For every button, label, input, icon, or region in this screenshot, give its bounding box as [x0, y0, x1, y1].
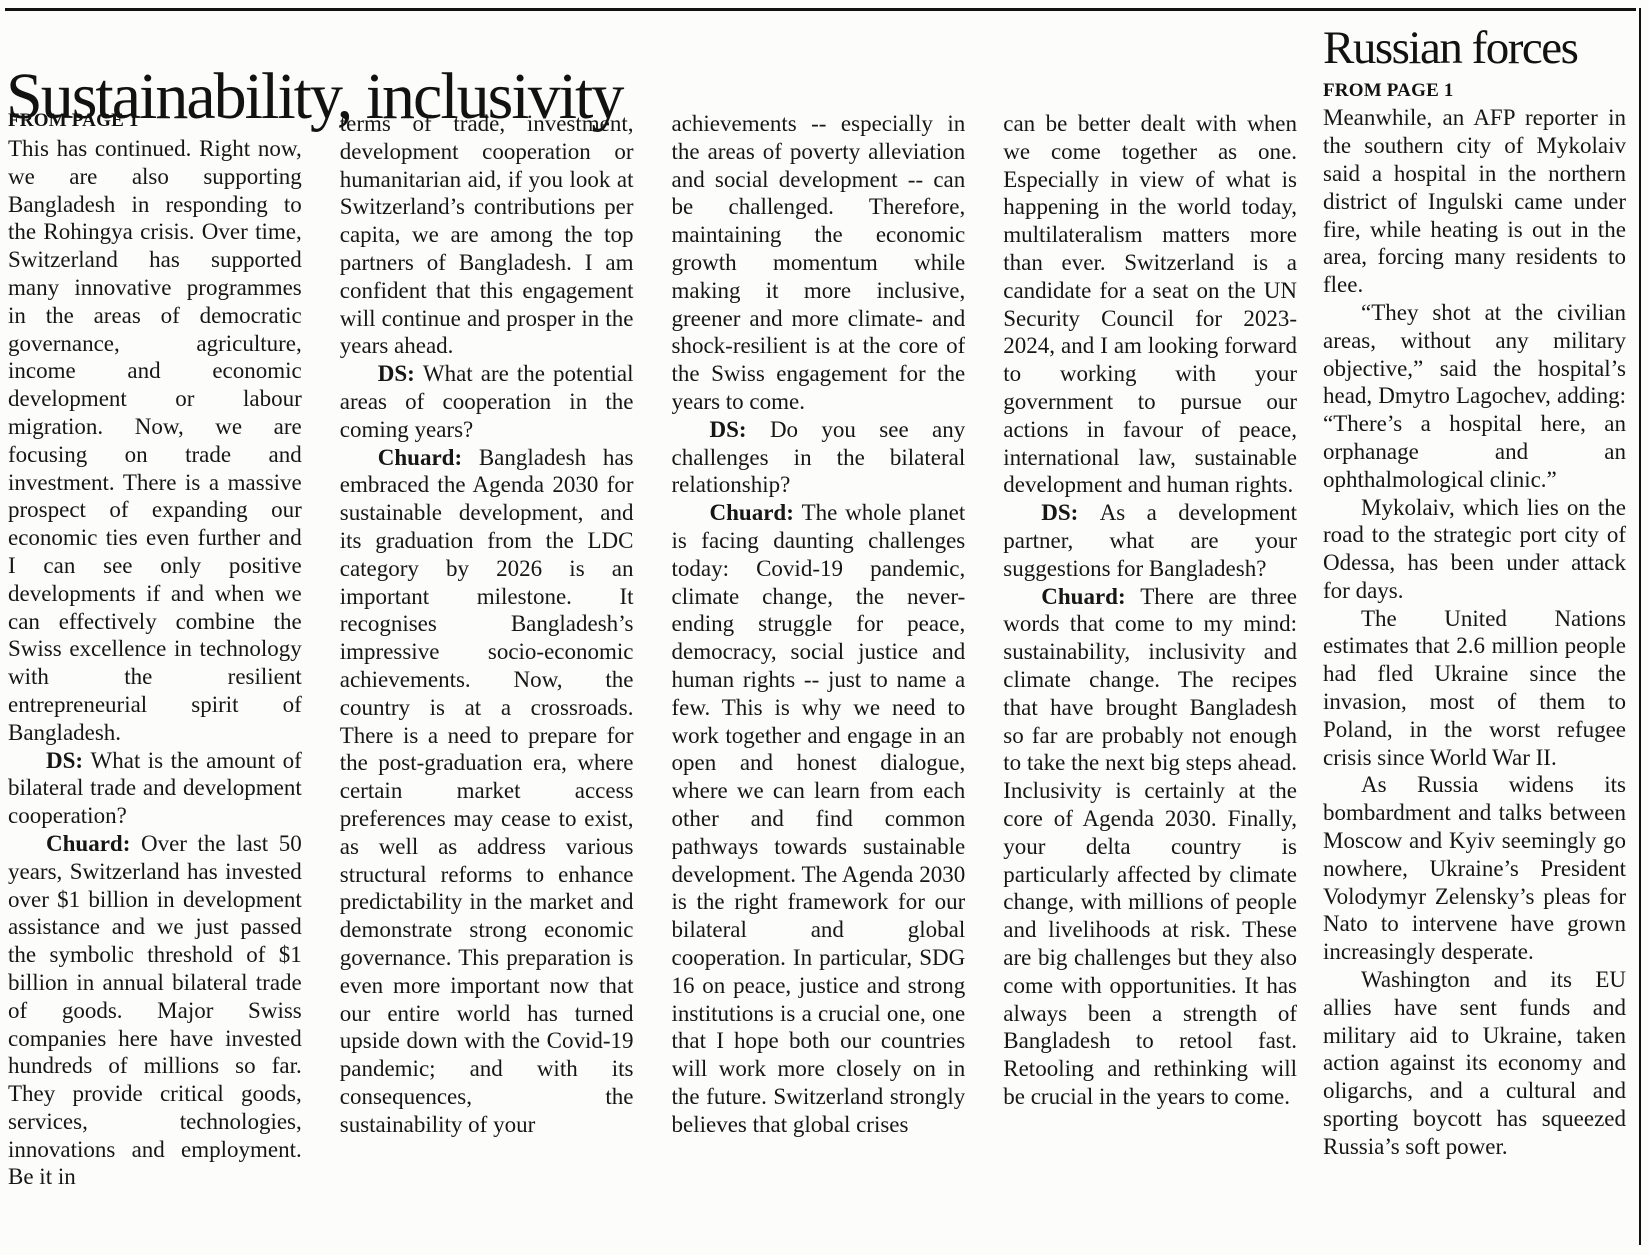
paragraph: terms of trade, investment, development … — [339, 111, 634, 359]
paragraph: This has continued. Right now, we are al… — [8, 136, 302, 745]
article-column-4: can be better dealt with when we come to… — [1003, 110, 1297, 1250]
speaker-label: DS: — [46, 747, 91, 773]
speaker-label: Chuard: — [1041, 583, 1141, 609]
speaker-label: Chuard: — [709, 500, 802, 526]
side-article-headline: Russian forces — [1323, 24, 1579, 74]
main-article-headline: Sustainability, inclusivity — [6, 60, 624, 134]
paragraph: DS: What is the amount of bilateral trad… — [8, 747, 302, 829]
paragraph: Chuard: There are three words that come … — [1003, 583, 1297, 1109]
speaker-label: DS: — [1041, 500, 1100, 526]
paragraph: Chuard: Bangladesh has embraced the Agen… — [339, 444, 634, 1137]
paragraph: can be better dealt with when we come to… — [1003, 111, 1297, 498]
paragraph: As Russia widens its bombardment and tal… — [1323, 772, 1626, 965]
paragraph: The United Nations estimates that 2.6 mi… — [1323, 605, 1626, 770]
paragraph: achievements -- especially in the areas … — [671, 111, 966, 414]
paragraph: DS: Do you see any challenges in the bil… — [671, 416, 966, 498]
paragraph: “They shot at the civilian areas, withou… — [1323, 299, 1626, 492]
paragraph: Chuard: Over the last 50 years, Switzerl… — [8, 830, 302, 1190]
speaker-label: Chuard: — [46, 830, 141, 856]
article-column-1: FROM PAGE 1 This has continued. Right now… — [8, 110, 302, 1250]
main-article-kicker: FROM PAGE 1 — [8, 110, 139, 131]
main-article-columns: FROM PAGE 1 This has continued. Right now… — [8, 110, 1297, 1250]
paragraph: Washington and its EU allies have sent f… — [1323, 967, 1626, 1159]
paragraph: Mykolaiv, which lies on the road to the … — [1323, 494, 1626, 603]
article-column-2: terms of trade, investment, development … — [340, 110, 634, 1250]
paragraph: DS: What are the potential areas of coop… — [339, 361, 634, 442]
right-vertical-rule — [1639, 8, 1641, 1245]
paragraph: Chuard: The whole planet is facing daunt… — [671, 500, 966, 1137]
top-horizontal-rule — [5, 8, 1636, 11]
paragraph: DS: As a development partner, what are y… — [1003, 500, 1297, 581]
article-column-3: achievements -- especially in the areas … — [672, 110, 966, 1250]
speaker-label: Chuard: — [377, 444, 479, 470]
side-article-kicker: FROM PAGE 1 — [1323, 80, 1454, 102]
side-article: Russian forces FROM PAGE 1 Meanwhile, an… — [1323, 24, 1626, 1246]
paragraph: Meanwhile, an AFP reporter in the southe… — [1323, 105, 1626, 298]
speaker-label: DS: — [709, 416, 770, 442]
side-article-body: Meanwhile, an AFP reporter in the southe… — [1323, 104, 1626, 1160]
speaker-label: DS: — [377, 361, 423, 387]
